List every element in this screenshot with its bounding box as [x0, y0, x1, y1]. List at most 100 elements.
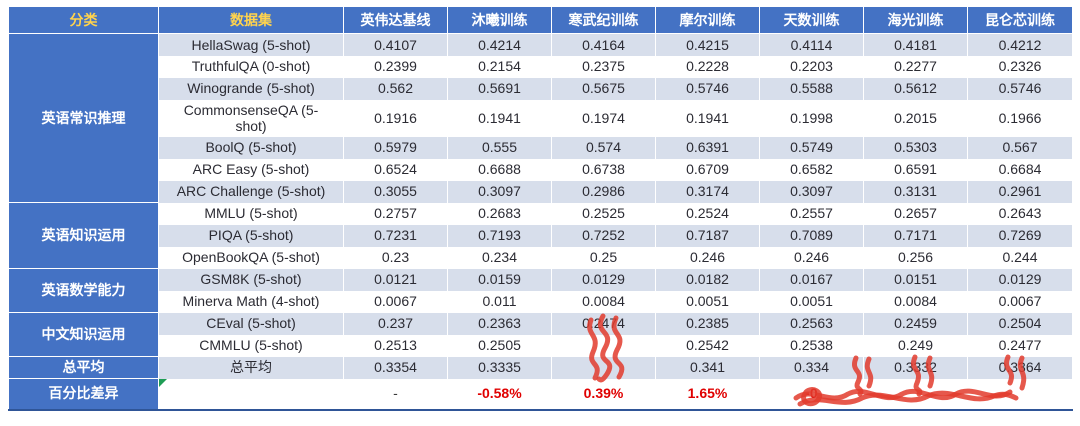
value-cell[interactable]: [967, 378, 1073, 410]
value-cell[interactable]: 0.3354: [343, 356, 448, 379]
dataset-cell[interactable]: TruthfulQA (0-shot): [158, 55, 344, 78]
value-cell[interactable]: [551, 356, 656, 379]
value-cell[interactable]: 0.4214: [447, 33, 552, 56]
value-cell[interactable]: 0.237: [343, 312, 448, 335]
value-cell[interactable]: 0.4164: [551, 33, 656, 56]
value-cell[interactable]: 0.2228: [655, 55, 760, 78]
column-header-hygon[interactable]: 海光训练: [863, 6, 968, 34]
dataset-cell[interactable]: PIQA (5-shot): [158, 224, 344, 247]
value-cell[interactable]: 0.4215: [655, 33, 760, 56]
value-cell[interactable]: 0.234: [447, 246, 552, 269]
value-cell[interactable]: 0.23: [343, 246, 448, 269]
column-header-nvidia-baseline[interactable]: 英伟达基线: [343, 6, 448, 34]
value-cell[interactable]: 0.2203: [759, 55, 864, 78]
value-cell[interactable]: 0.1941: [655, 99, 760, 137]
value-cell[interactable]: 0.5303: [863, 136, 968, 159]
value-cell[interactable]: 0.2563: [759, 312, 864, 335]
dataset-cell[interactable]: 总平均: [158, 356, 344, 379]
value-cell[interactable]: 0.6591: [863, 158, 968, 181]
value-cell[interactable]: 0.2363: [447, 312, 552, 335]
value-cell[interactable]: 0.4212: [967, 33, 1073, 56]
value-cell[interactable]: 0.0084: [863, 290, 968, 313]
value-cell[interactable]: 0.2524: [655, 202, 760, 225]
value-cell[interactable]: 0.5691: [447, 77, 552, 100]
value-cell[interactable]: 0.3097: [759, 180, 864, 203]
column-header-moore[interactable]: 摩尔训练: [655, 6, 760, 34]
value-cell[interactable]: 0.7193: [447, 224, 552, 247]
dataset-cell[interactable]: BoolQ (5-shot): [158, 136, 344, 159]
category-cell[interactable]: 英语常识推理: [8, 33, 159, 203]
value-cell[interactable]: 0.5749: [759, 136, 864, 159]
dataset-cell[interactable]: MMLU (5-shot): [158, 202, 344, 225]
value-cell[interactable]: 0.574: [551, 136, 656, 159]
column-header-cambricon[interactable]: 寒武纪训练: [551, 6, 656, 34]
value-cell[interactable]: 0.5746: [967, 77, 1073, 100]
value-cell[interactable]: 0.0182: [655, 268, 760, 291]
value-cell[interactable]: -: [343, 378, 448, 410]
header-category[interactable]: 分类: [8, 6, 159, 34]
category-cell[interactable]: 英语数学能力: [8, 268, 159, 313]
value-cell[interactable]: 0.256: [863, 246, 968, 269]
value-cell[interactable]: 0.2986: [551, 180, 656, 203]
value-cell[interactable]: 0.2474: [551, 312, 656, 335]
category-cell[interactable]: 百分比差异: [8, 378, 159, 410]
column-header-muxi[interactable]: 沐曦训练: [447, 6, 552, 34]
value-cell[interactable]: 0.3174: [655, 180, 760, 203]
value-cell[interactable]: 0.562: [343, 77, 448, 100]
value-cell[interactable]: 0.3055: [343, 180, 448, 203]
value-cell[interactable]: -0: [759, 378, 864, 410]
value-cell[interactable]: 0.2459: [863, 312, 968, 335]
value-cell[interactable]: 0.5979: [343, 136, 448, 159]
value-cell[interactable]: 0.2015: [863, 99, 968, 137]
value-cell[interactable]: 0.6391: [655, 136, 760, 159]
value-cell[interactable]: 0.0129: [967, 268, 1073, 291]
value-cell[interactable]: 0.2757: [343, 202, 448, 225]
value-cell[interactable]: 0.0051: [759, 290, 864, 313]
value-cell[interactable]: 0.2657: [863, 202, 968, 225]
value-cell[interactable]: [863, 378, 968, 410]
value-cell[interactable]: 0.0067: [343, 290, 448, 313]
value-cell[interactable]: 0.1998: [759, 99, 864, 137]
dataset-cell[interactable]: HellaSwag (5-shot): [158, 33, 344, 56]
value-cell[interactable]: 0.3131: [863, 180, 968, 203]
header-dataset[interactable]: 数据集: [158, 6, 344, 34]
value-cell[interactable]: 0.6688: [447, 158, 552, 181]
value-cell[interactable]: 0.2399: [343, 55, 448, 78]
value-cell[interactable]: 0.0129: [551, 268, 656, 291]
value-cell[interactable]: 0.5588: [759, 77, 864, 100]
value-cell[interactable]: 0.2525: [551, 202, 656, 225]
dataset-cell[interactable]: GSM8K (5-shot): [158, 268, 344, 291]
dataset-cell[interactable]: [158, 378, 344, 410]
dataset-cell[interactable]: CMMLU (5-shot): [158, 334, 344, 357]
value-cell[interactable]: 0.2154: [447, 55, 552, 78]
value-cell[interactable]: 0.5612: [863, 77, 968, 100]
value-cell[interactable]: 0.555: [447, 136, 552, 159]
dataset-cell[interactable]: Minerva Math (4-shot): [158, 290, 344, 313]
value-cell[interactable]: 0.567: [967, 136, 1073, 159]
value-cell[interactable]: 0.0167: [759, 268, 864, 291]
value-cell[interactable]: 0.1974: [551, 99, 656, 137]
value-cell[interactable]: 0.7252: [551, 224, 656, 247]
dataset-cell[interactable]: CEval (5-shot): [158, 312, 344, 335]
value-cell[interactable]: 0.2961: [967, 180, 1073, 203]
value-cell[interactable]: 0.1966: [967, 99, 1073, 137]
value-cell[interactable]: 0.4107: [343, 33, 448, 56]
value-cell[interactable]: 0.2538: [759, 334, 864, 357]
dataset-cell[interactable]: ARC Challenge (5-shot): [158, 180, 344, 203]
value-cell[interactable]: 0.3364: [967, 356, 1073, 379]
value-cell[interactable]: 0.246: [655, 246, 760, 269]
value-cell[interactable]: 0.6738: [551, 158, 656, 181]
value-cell[interactable]: 0.25: [551, 246, 656, 269]
value-cell[interactable]: 0.244: [967, 246, 1073, 269]
value-cell[interactable]: 0.6524: [343, 158, 448, 181]
value-cell[interactable]: 0.2385: [655, 312, 760, 335]
value-cell[interactable]: 0.4114: [759, 33, 864, 56]
value-cell[interactable]: 0.2683: [447, 202, 552, 225]
value-cell[interactable]: 0.2513: [343, 334, 448, 357]
value-cell[interactable]: 0.7171: [863, 224, 968, 247]
category-cell[interactable]: 英语知识运用: [8, 202, 159, 269]
value-cell[interactable]: -0.58%: [447, 378, 552, 410]
value-cell[interactable]: 0.2477: [967, 334, 1073, 357]
value-cell[interactable]: 0.249: [863, 334, 968, 357]
value-cell[interactable]: 0.2277: [863, 55, 968, 78]
